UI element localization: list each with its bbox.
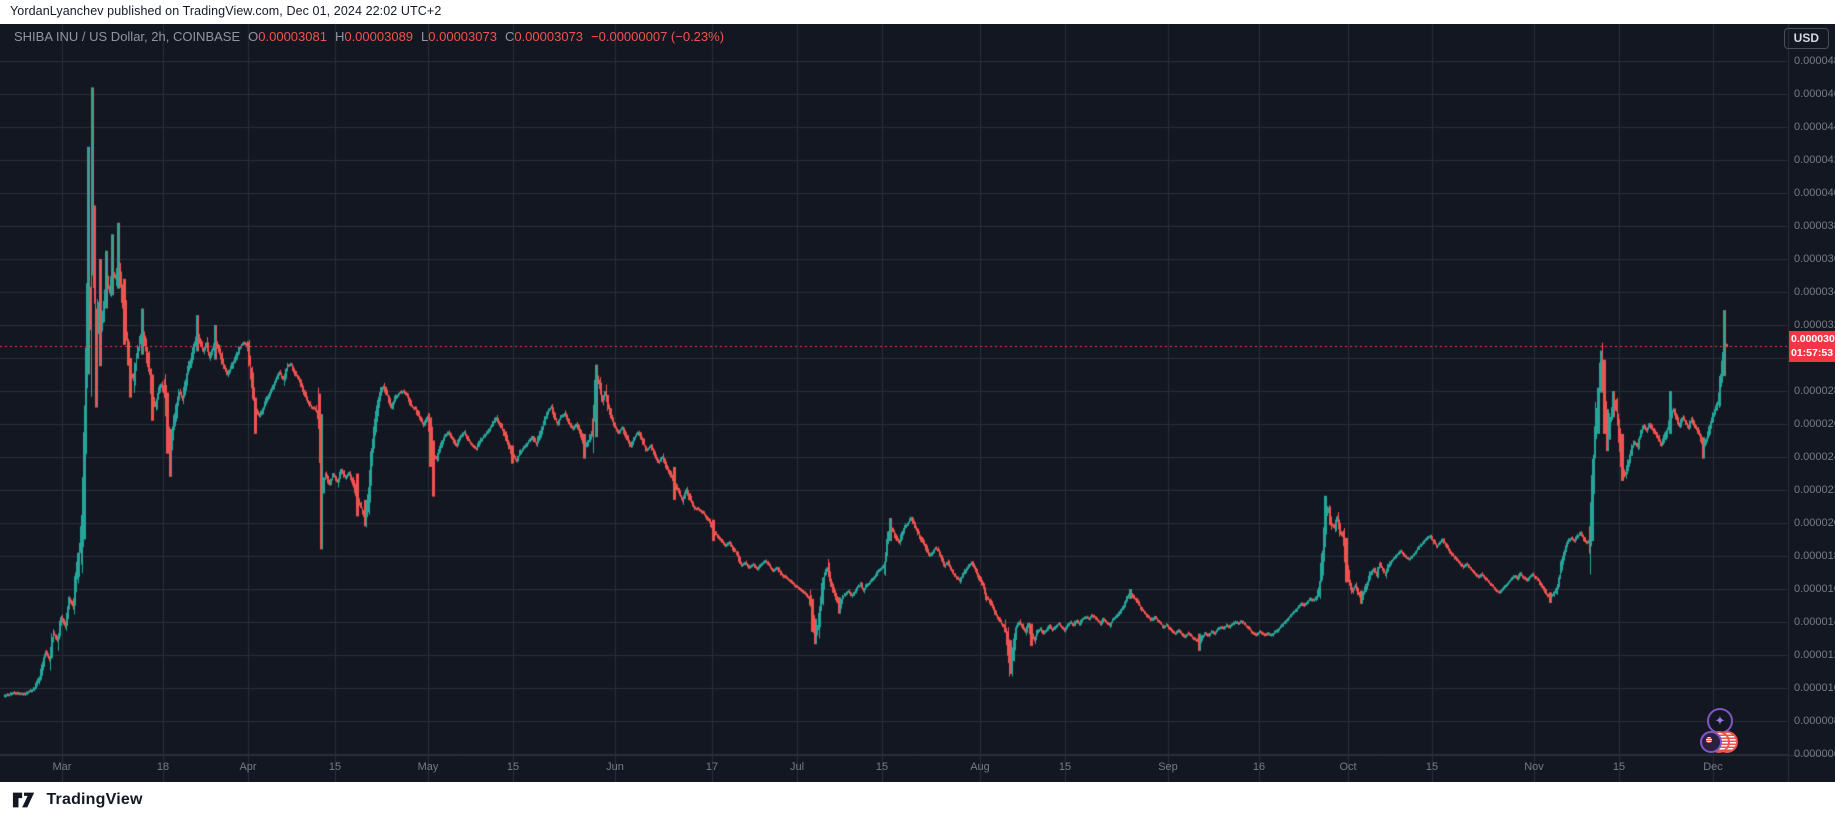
time-axis-label: Sep [1158,761,1178,773]
time-axis-label: 15 [1425,761,1439,773]
attribution-bar: YordanLyanchev published on TradingView.… [0,0,1835,24]
ohlc-open-value: 0.00003081 [258,29,327,44]
time-axis-label: Mar [52,761,72,773]
tradingview-logo-text: TradingView [46,791,143,808]
bar-countdown: 01:57:53 [1791,347,1834,359]
tradingview-logo-icon [12,792,35,808]
time-axis-label: Jul [789,761,805,773]
ohlc-high-value: 0.00003089 [344,29,414,44]
last-price-value: 0.00003073 [1791,333,1835,345]
price-axis-label: 0.00002400 [1794,451,1835,463]
price-change-text: −0.00000007 (−0.23%) [591,29,725,44]
footer-bar: TradingView [0,782,1835,819]
ohlc-high-label: H [334,29,345,44]
time-axis-label: Jun [606,761,624,773]
price-axis-label: 0.00002000 [1794,517,1835,529]
ohlc-close-value: 0.00003073 [514,29,584,44]
price-axis-label: 0.00004800 [1794,55,1835,67]
time-axis-label: 18 [156,761,170,773]
time-axis-label: Oct [1339,761,1357,773]
price-axis-label: 0.00004000 [1794,187,1835,199]
attribution-text: YordanLyanchev published on TradingView.… [10,4,442,18]
time-axis-label: May [417,761,439,773]
ohlc-low-value: 0.00003073 [428,29,497,44]
time-axis-label: 15 [506,761,520,773]
price-axis-label: 0.00003200 [1794,319,1835,331]
price-axis-label: 0.00002600 [1794,418,1835,430]
time-axis-label: 15 [328,761,342,773]
time-axis-label: 15 [875,761,889,773]
time-axis-label: Apr [239,761,257,773]
time-axis-label: 15 [1058,761,1072,773]
price-axis-label: 0.00001600 [1794,583,1835,595]
time-axis-label: Aug [970,761,990,773]
price-axis-label: 0.00000800 [1794,715,1835,727]
price-axis-label: 0.00003600 [1794,253,1835,265]
price-axis-label: 0.00003800 [1794,220,1835,232]
reaction-badge-icon [1700,731,1722,753]
price-axis-label: 0.00001800 [1794,550,1835,562]
last-price-tag: 0.00003073 01:57:53 [1789,331,1835,362]
ohlc-low-label: L [421,29,429,44]
time-axis-label: Dec [1703,761,1723,773]
chart-area: SHIBA INU / US Dollar, 2h, COINBASE O0.00… [0,24,1835,782]
price-axis-label: 0.00001400 [1794,616,1835,628]
tradingview-logo[interactable]: TradingView [12,789,143,813]
price-axis-label: 0.00004600 [1794,88,1835,100]
symbol-title[interactable]: SHIBA INU / US Dollar, 2h, COINBASE [14,29,241,44]
price-axis-label: 0.00003400 [1794,286,1835,298]
time-axis-label: Nov [1524,761,1544,773]
ohlc-close-label: C [504,29,515,44]
four-point-star-icon: ✦ [1714,713,1726,728]
time-axis-label: 16 [1252,761,1266,773]
price-axis-label: 0.00004200 [1794,154,1835,166]
price-axis-label: 0.00001200 [1794,649,1835,661]
symbol-header: SHIBA INU / US Dollar, 2h, COINBASE O0.00… [14,29,724,44]
candlestick-chart-canvas[interactable] [0,24,1835,782]
currency-toggle-button[interactable]: USD [1783,28,1829,49]
price-axis-label: 0.00004400 [1794,121,1835,133]
price-axis-label: 0.00002800 [1794,385,1835,397]
sparkle-widget-button[interactable]: ✦ [1707,708,1733,734]
time-axis-label: 15 [1612,761,1626,773]
ohlc-open-label: O [248,29,259,44]
price-axis-label: 0.00000600 [1794,748,1835,760]
price-axis-label: 0.00002200 [1794,484,1835,496]
time-axis-label: 17 [705,761,719,773]
price-axis-label: 0.00001000 [1794,682,1835,694]
reactions-stack-button[interactable] [1700,731,1750,755]
